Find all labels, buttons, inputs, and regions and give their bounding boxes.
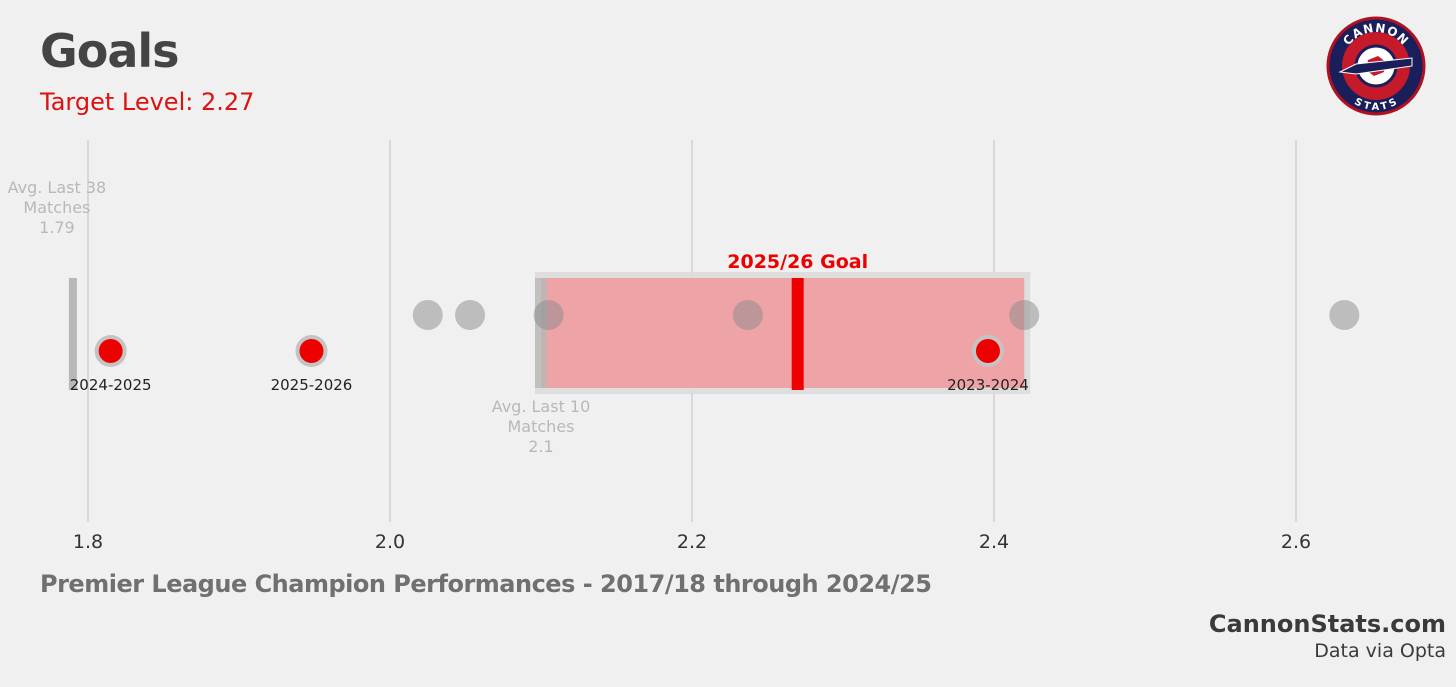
season-point-label: 2023-2024 bbox=[947, 376, 1029, 394]
goal-band-layer: 2025/26 Goal bbox=[535, 251, 1031, 394]
x-tick-label: 2.6 bbox=[1281, 531, 1311, 553]
champion-point bbox=[732, 300, 763, 330]
season-point bbox=[98, 339, 123, 363]
x-axis-ticks: 1.8 2.0 2.2 2.4 2.6 bbox=[73, 531, 1311, 553]
champion-point bbox=[533, 300, 564, 330]
avg-last-38-bar bbox=[68, 278, 77, 390]
champion-point bbox=[412, 300, 443, 330]
goal-band-label: 2025/26 Goal bbox=[727, 251, 868, 273]
champion-point bbox=[1329, 300, 1360, 330]
season-point bbox=[975, 339, 1000, 363]
avg-last-10-label: Avg. Last 10 Matches 2.1 bbox=[492, 397, 591, 456]
champion-point bbox=[1009, 300, 1040, 330]
avg-last-10-bar bbox=[535, 278, 547, 388]
cannonstats-logo: CANNON STATS bbox=[1326, 16, 1426, 116]
brand-name: CannonStats.com bbox=[1208, 610, 1446, 638]
champion-points bbox=[412, 300, 1360, 330]
season-points: 2024-2025 2025-2026 2023-2024 bbox=[70, 335, 1029, 394]
target-level-subtitle: Target Level: 2.27 bbox=[40, 88, 255, 116]
x-tick-label: 1.8 bbox=[73, 531, 103, 553]
x-tick-label: 2.4 bbox=[979, 531, 1009, 553]
avg-last-38-label: Avg. Last 38 Matches 1.79 bbox=[8, 178, 107, 237]
goal-band bbox=[541, 278, 1025, 388]
logo-bottom-text: STATS bbox=[1352, 96, 1398, 113]
season-point bbox=[299, 339, 324, 363]
chart-caption: Premier League Champion Performances - 2… bbox=[40, 570, 932, 598]
season-point-label: 2025-2026 bbox=[271, 376, 353, 394]
chart-title: Goals bbox=[40, 24, 180, 78]
champion-point bbox=[455, 300, 486, 330]
data-source: Data via Opta bbox=[1314, 640, 1446, 662]
reference-markers: Avg. Last 38 Matches 1.79 Avg. Last 10 Match… bbox=[8, 178, 591, 456]
season-point-label: 2024-2025 bbox=[70, 376, 152, 394]
svg-text:STATS: STATS bbox=[1352, 96, 1399, 113]
goal-target-line bbox=[791, 278, 804, 390]
x-tick-label: 2.2 bbox=[677, 531, 707, 553]
x-tick-label: 2.0 bbox=[375, 531, 405, 553]
